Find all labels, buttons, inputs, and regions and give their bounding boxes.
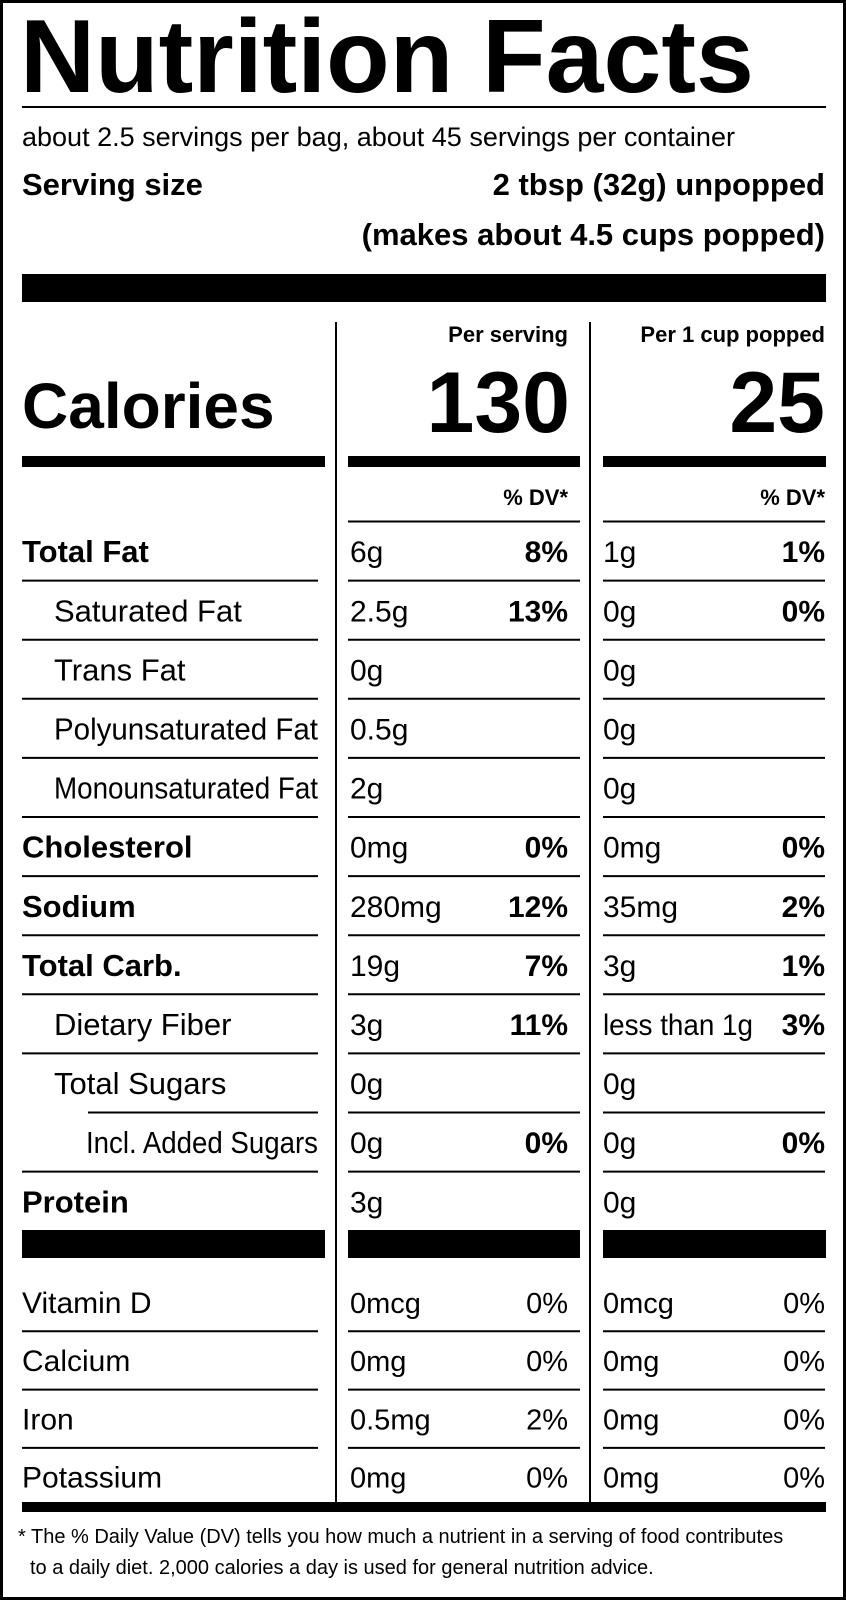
daily-value: 0% [783, 1463, 825, 1495]
nutrient-name: Vitamin D [22, 1287, 152, 1320]
daily-value: 0% [526, 1463, 568, 1495]
amount: 19g [350, 950, 400, 983]
amount: 0g [603, 713, 636, 746]
amount: 1g [603, 536, 636, 569]
thick-bar [348, 1230, 580, 1258]
bottom-bar [22, 1502, 826, 1512]
medium-bar [22, 456, 325, 467]
daily-value: 2% [782, 891, 825, 924]
daily-value: 13% [508, 595, 568, 628]
column-header: Per serving [448, 322, 568, 347]
amount: 0.5g [350, 713, 408, 746]
column-header: Per 1 cup popped [640, 322, 825, 347]
daily-value: 0% [783, 1404, 825, 1436]
daily-value: 2% [526, 1404, 568, 1436]
nutrient-name: Cholesterol [22, 830, 193, 865]
amount: 6g [350, 536, 383, 569]
amount: less than 1g [603, 1009, 753, 1042]
amount: 0g [603, 1068, 636, 1101]
daily-value: 0% [783, 1288, 825, 1320]
footnote: to a daily diet. 2,000 calories a day is… [30, 1557, 654, 1579]
thick-bar [22, 1230, 325, 1258]
amount: 3g [350, 1009, 383, 1042]
daily-value: 0% [782, 1127, 825, 1160]
nutrient-name: Dietary Fiber [54, 1007, 231, 1042]
serving-size-note: (makes about 4.5 cups popped) [362, 217, 825, 252]
daily-value: 0% [782, 595, 825, 628]
amount: 0mg [603, 1463, 659, 1495]
nutrient-name: Sodium [22, 889, 136, 924]
amount: 2.5g [350, 595, 408, 628]
nutrient-name: Calcium [22, 1345, 130, 1378]
amount: 0g [603, 654, 636, 687]
daily-value: 12% [508, 891, 568, 924]
nutrient-name: Polyunsaturated Fat [54, 711, 318, 746]
daily-value: 7% [525, 950, 568, 983]
thick-bar [603, 1230, 826, 1258]
serving-size-label: Serving size [22, 167, 203, 202]
servings: about 2.5 servings per bag, about 45 ser… [22, 122, 735, 152]
daily-value: 3% [782, 1009, 825, 1042]
nutrient-name: Total Sugars [54, 1066, 226, 1101]
daily-value: 0% [525, 832, 568, 865]
dv-header: % DV* [760, 485, 825, 510]
dv-header: % DV* [503, 485, 568, 510]
amount: 0g [603, 1127, 636, 1160]
thick-bar [22, 274, 826, 302]
amount: 35mg [603, 891, 678, 924]
amount: 0g [603, 1186, 636, 1219]
daily-value: 0% [783, 1346, 825, 1378]
nutrient-name: Protein [22, 1184, 129, 1219]
amount: 3g [603, 950, 636, 983]
daily-value: 0% [782, 832, 825, 865]
daily-value: 0% [525, 1127, 568, 1160]
amount: 0mg [350, 1346, 406, 1378]
serving-size-value: 2 tbsp (32g) unpopped [493, 167, 825, 202]
amount: 280mg [350, 891, 442, 924]
calories-value: 130 [427, 355, 571, 451]
nutrient-name: Trans Fat [54, 652, 186, 687]
footnote: * The % Daily Value (DV) tells you how m… [18, 1526, 783, 1548]
amount: 0.5mg [350, 1404, 431, 1436]
amount: 0g [350, 1068, 383, 1101]
medium-bar [348, 456, 580, 467]
amount: 0mcg [603, 1288, 674, 1320]
amount: 0g [350, 654, 383, 687]
amount: 0g [350, 1127, 383, 1160]
title-rule [22, 106, 826, 108]
daily-value: 0% [526, 1288, 568, 1320]
nutrient-name: Potassium [22, 1462, 162, 1495]
calories-label: Calories [22, 370, 275, 442]
amount: 0mg [350, 832, 408, 865]
daily-value: 1% [782, 950, 825, 983]
amount: 0g [603, 773, 636, 806]
amount: 0g [603, 595, 636, 628]
amount: 3g [350, 1186, 383, 1219]
daily-value: 1% [782, 536, 825, 569]
amount: 0mg [603, 1404, 659, 1436]
amount: 2g [350, 773, 383, 806]
amount: 0mg [603, 832, 661, 865]
nutrient-name: Iron [22, 1403, 74, 1436]
daily-value: 8% [525, 536, 568, 569]
title: Nutrition Facts [20, 0, 754, 115]
nutrient-name: Monounsaturated Fat [54, 771, 318, 806]
amount: 0mg [350, 1463, 406, 1495]
nutrient-name: Total Fat [22, 534, 149, 569]
amount: 0mcg [350, 1288, 421, 1320]
daily-value: 0% [526, 1346, 568, 1378]
nutrient-name: Saturated Fat [54, 593, 242, 628]
daily-value: 11% [510, 1009, 568, 1042]
nutrient-name: Total Carb. [22, 948, 182, 983]
nutrient-name: Incl. Added Sugars [86, 1125, 318, 1160]
medium-bar [603, 456, 826, 467]
calories-value: 25 [729, 355, 825, 451]
amount: 0mg [603, 1346, 659, 1378]
